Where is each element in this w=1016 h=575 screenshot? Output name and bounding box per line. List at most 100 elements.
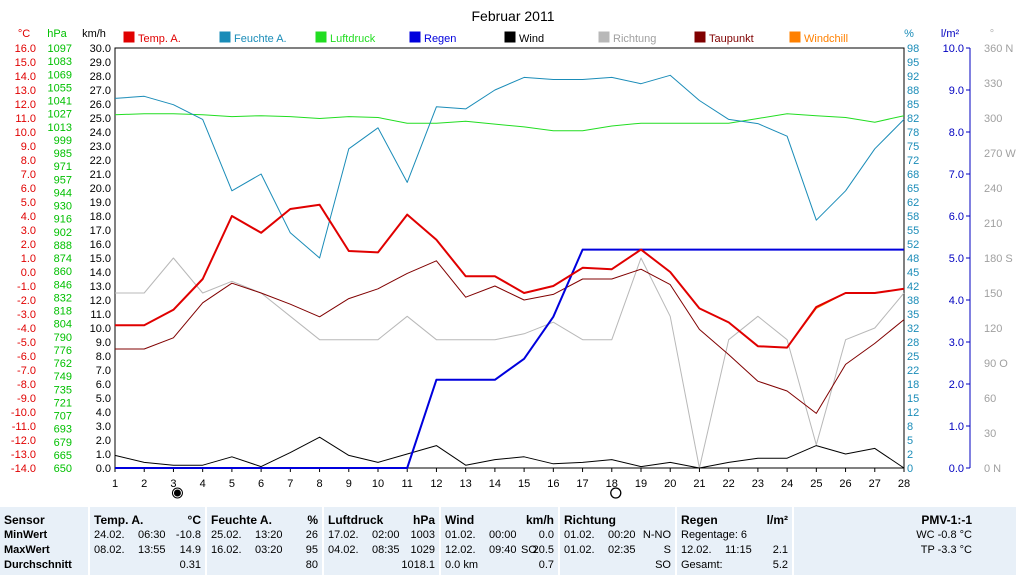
y-tick-label-humidity: 72	[907, 155, 919, 167]
y-tick-label-wind: 18.0	[90, 211, 111, 223]
legend-label: Taupunkt	[709, 33, 754, 45]
y-tick-label-wind: 12.0	[90, 295, 111, 307]
chart-title: Februar 2011	[471, 8, 554, 24]
wind-unit: km/h	[525, 513, 554, 527]
y-tick-label-wind: 3.0	[96, 421, 111, 433]
y-tick-label-rain: 3.0	[949, 337, 964, 349]
y-tick-label-direction: 300	[984, 113, 1002, 125]
y-tick-label-direction: 60	[984, 393, 996, 405]
wind-min-date: 01.02.	[445, 529, 476, 541]
wind-title: Wind	[445, 513, 475, 527]
y-tick-label-direction: 180 S	[984, 253, 1013, 265]
y-tick-label-temp: -1.0	[17, 281, 36, 293]
y-tick-label-pressure: 846	[54, 279, 72, 291]
y-tick-label-pressure: 1097	[48, 43, 72, 55]
y-tick-label-humidity: 78	[907, 127, 919, 139]
temp-max-value: 14.9	[179, 544, 201, 556]
y-tick-label-humidity: 85	[907, 99, 919, 111]
pressure-unit: hPa	[412, 513, 435, 527]
y-tick-label-rain: 2.0	[949, 379, 964, 391]
series-line-richtung	[115, 257, 905, 469]
rain-max-value: 2.1	[772, 544, 788, 556]
y-tick-label-direction: 120	[984, 323, 1002, 335]
y-tick-label-wind: 24.0	[90, 127, 111, 139]
temp-min-date: 24.02.	[94, 529, 125, 541]
wind-avg-value: 0.7	[538, 559, 554, 571]
summary-col-sensor: Sensor MinWert MaxWert Durchschnitt	[0, 507, 88, 575]
x-tick-label: 14	[489, 478, 501, 490]
x-tick-label: 18	[606, 478, 618, 490]
y-tick-label-pressure: 1083	[48, 56, 72, 68]
y-tick-label-pressure: 776	[54, 345, 72, 357]
x-tick-label: 4	[200, 478, 206, 490]
y-tick-label-pressure: 1055	[48, 82, 72, 94]
y-tick-label-temp: -7.0	[17, 365, 36, 377]
x-tick-label: 24	[781, 478, 793, 490]
x-tick-label: 6	[258, 478, 264, 490]
x-tick-label: 22	[723, 478, 735, 490]
x-tick-label: 2	[141, 478, 147, 490]
max-label: MaxWert	[4, 544, 50, 556]
legend-swatch	[789, 31, 801, 43]
x-tick-label: 13	[460, 478, 472, 490]
y-tick-label-pressure: 804	[54, 319, 72, 331]
y-tick-label-temp: 1.0	[21, 253, 36, 265]
y-tick-label-pressure: 762	[54, 358, 72, 370]
y-tick-label-temp: -3.0	[17, 309, 36, 321]
y-tick-label-wind: 0.0	[96, 463, 111, 475]
y-tick-label-pressure: 971	[54, 161, 72, 173]
legend-label: Windchill	[804, 33, 848, 45]
y-tick-label-wind: 21.0	[90, 169, 111, 181]
legend-label: Regen	[424, 33, 456, 45]
y-tick-label-temp: 14.0	[15, 71, 36, 83]
y-tick-label-wind: 28.0	[90, 71, 111, 83]
y-tick-label-pressure: 832	[54, 292, 72, 304]
series-layer	[114, 74, 905, 469]
temp-min-value: -10.8	[175, 529, 201, 541]
y-tick-label-temp: -5.0	[17, 337, 36, 349]
summary-col-wind: Wind km/h 01.02. 00:00 0.0 12.02. 09:40 SO 20.…	[441, 507, 558, 575]
new-moon-icon	[171, 487, 183, 499]
temp-avg-value: 0.31	[179, 559, 201, 571]
wind-max-time: 09:40	[489, 544, 517, 556]
direction-min-value: N-NO	[642, 529, 671, 541]
chart-legend: Temp. A. Feuchte A. Luftdruck Regen Wind Rich…	[123, 31, 848, 45]
y-tick-label-humidity: 35	[907, 309, 919, 321]
humidity-min-value: 26	[305, 529, 318, 541]
y-tick-label-temp: 3.0	[21, 225, 36, 237]
humidity-avg-value: 80	[305, 559, 318, 571]
y-tick-label-pressure: 721	[54, 397, 72, 409]
rain-days: Regentage: 6	[681, 529, 748, 541]
y-tick-label-direction: 30	[984, 428, 996, 440]
x-tick-label: 21	[693, 478, 705, 490]
y-tick-label-rain: 4.0	[949, 295, 964, 307]
y-tick-label-wind: 9.0	[96, 337, 111, 349]
full-moon-icon	[610, 487, 622, 499]
pmv-title: PMV-1:-1	[921, 513, 972, 527]
direction-avg-value: SO	[655, 559, 671, 571]
humidity-min-time: 13:20	[255, 529, 283, 541]
y-tick-label-wind: 7.0	[96, 365, 111, 377]
y-tick-label-humidity: 42	[907, 281, 919, 293]
y-tick-label-temp: -10.0	[11, 407, 36, 419]
chart-axes: 1 2 3 4 5 6 7 8 9 10 11 12 13 14 15 16 17 18 19 20 21 22 23 24 2…	[11, 28, 1016, 499]
min-label: MinWert	[4, 529, 48, 541]
y-tick-label-humidity: 92	[907, 71, 919, 83]
y-tick-label-wind: 5.0	[96, 393, 111, 405]
y-tick-label-humidity: 45	[907, 267, 919, 279]
axis-unit-pressure: hPa	[47, 28, 67, 40]
y-tick-label-temp: 4.0	[21, 211, 36, 223]
y-tick-label-temp: 6.0	[21, 183, 36, 195]
series-line-regen	[115, 248, 904, 469]
y-tick-label-wind: 4.0	[96, 407, 111, 419]
pressure-max-date: 04.02.	[328, 544, 359, 556]
y-tick-label-rain: 6.0	[949, 211, 964, 223]
x-tick-label: 25	[810, 478, 822, 490]
y-tick-label-temp: -11.0	[12, 421, 36, 433]
series-line-feuchtea	[114, 74, 905, 259]
y-tick-label-temp: 2.0	[21, 239, 36, 251]
y-tick-label-rain: 10.0	[943, 43, 964, 55]
y-tick-label-temp: 0.0	[21, 267, 36, 279]
series-line-luftdruck	[114, 113, 905, 132]
y-tick-label-wind: 6.0	[96, 379, 111, 391]
